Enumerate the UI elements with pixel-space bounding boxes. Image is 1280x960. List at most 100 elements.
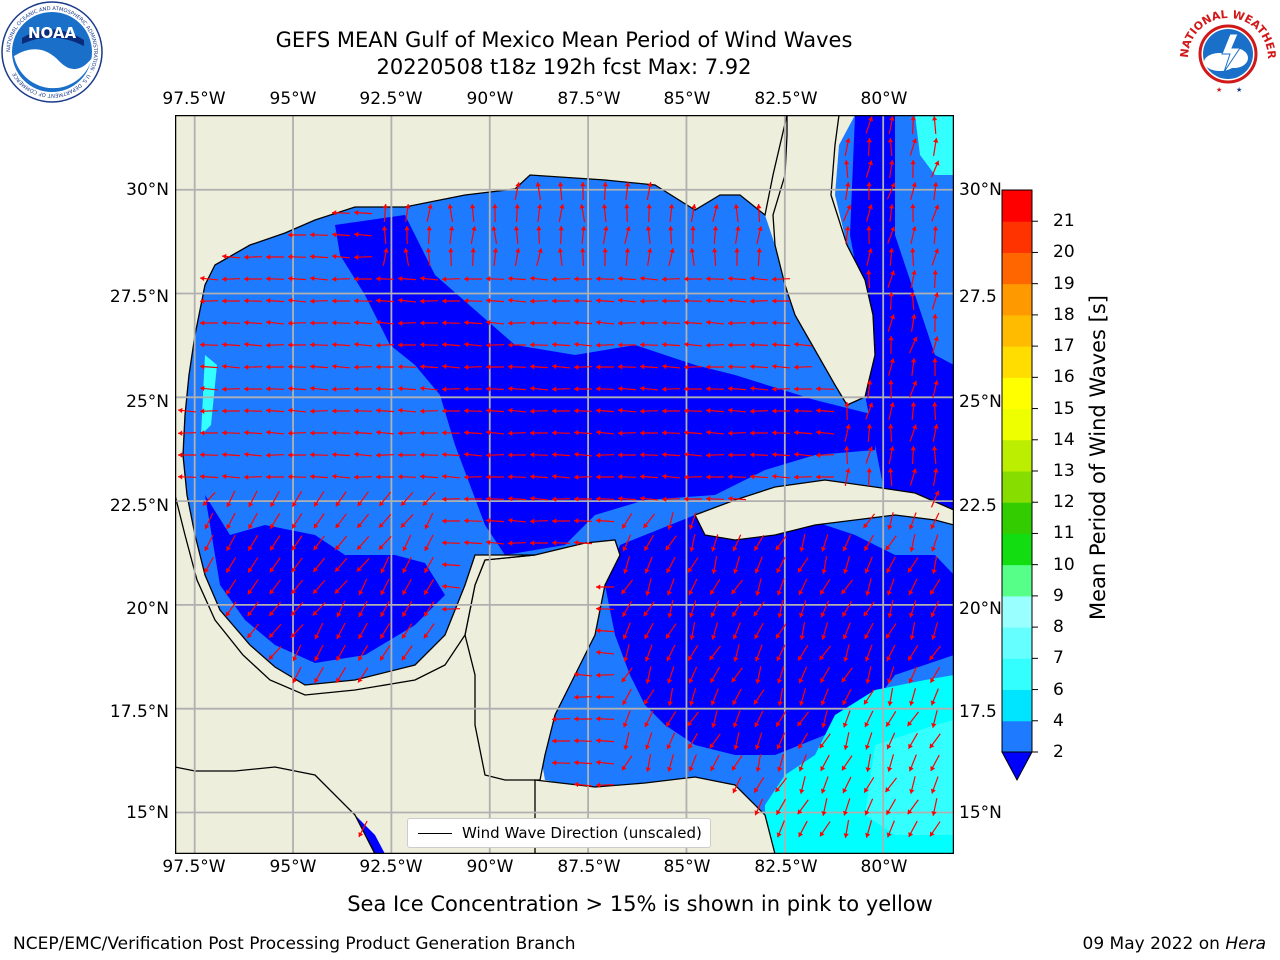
wave-arrow-head (515, 182, 521, 187)
wave-arrow-head (574, 781, 579, 788)
wave-arrow-head (178, 430, 183, 436)
wave-arrow-head (820, 546, 827, 552)
wave-arrow-head (486, 407, 491, 414)
wave-arrow-head (910, 402, 917, 407)
wave-arrow-head (202, 500, 208, 506)
wave-arrow-head (816, 452, 821, 458)
wave-arrow-head (933, 138, 939, 143)
wave-arrow-head (709, 743, 715, 749)
wave-arrow-head (931, 722, 937, 728)
wave-arrow-head (508, 452, 513, 458)
wave-arrow-head (574, 694, 579, 700)
wave-arrow-head (222, 253, 227, 260)
wave-arrow-head (222, 451, 227, 458)
wave-arrow-head (402, 589, 408, 595)
wave-arrow-head (909, 547, 915, 552)
wave-arrow-head (269, 611, 275, 616)
wave-arrow-head (464, 496, 469, 502)
wave-arrow-head (666, 744, 672, 750)
wave-arrow-head (798, 831, 804, 837)
wave-arrow-head (486, 452, 491, 458)
wave-arrow-head (662, 473, 667, 480)
wave-arrow-head (513, 226, 520, 231)
wave-arrow-head (530, 430, 535, 436)
wave-arrow-head (706, 342, 711, 348)
wave-arrow-head (312, 610, 318, 616)
wave-arrow-head (557, 182, 564, 187)
wave-arrow-head (178, 407, 183, 414)
wave-arrow-head (266, 364, 271, 370)
wave-arrow-head (292, 656, 298, 662)
wave-arrow-head (684, 429, 689, 436)
wave-arrow-head (269, 567, 275, 573)
colorbar-tickmarks (1032, 220, 1038, 753)
wave-arrow-head (772, 363, 777, 370)
wave-arrow-head (930, 765, 936, 771)
wave-arrow-head (799, 547, 805, 552)
wave-arrow-head (887, 524, 893, 530)
wave-arrow-head (291, 567, 297, 573)
wave-arrow-head (288, 320, 293, 326)
wave-arrow-head (596, 517, 601, 524)
wave-arrow-head (580, 226, 587, 231)
wave-arrow-head (222, 386, 227, 392)
wave-arrow-head (709, 655, 715, 661)
wave-arrow-head (888, 380, 894, 385)
wave-arrow-head (492, 204, 498, 209)
wave-arrow-head (888, 204, 895, 209)
wave-arrow-head (332, 320, 337, 326)
wave-arrow-head (887, 138, 894, 143)
lon-label-bottom: 82.5°W (754, 857, 818, 877)
wave-arrow-head (644, 568, 650, 574)
wave-arrow-head (310, 430, 315, 436)
wave-arrow-head (420, 408, 425, 414)
colorbar-tick-label: 20 (1053, 242, 1075, 263)
wave-arrow-head (464, 276, 469, 282)
wave-arrow-head (933, 380, 939, 385)
wave-arrow-head (710, 700, 716, 706)
lat-label-right: 30°N (959, 180, 1002, 200)
wave-arrow-head (288, 474, 293, 480)
wave-arrow-head (574, 716, 579, 722)
wave-arrow-head (336, 655, 342, 661)
wave-arrow-head (226, 502, 232, 508)
lat-label-right: 25°N (959, 392, 1002, 412)
wave-arrow-head (442, 473, 447, 480)
wave-arrow-head (426, 226, 432, 231)
wave-arrow-head (863, 699, 869, 705)
wave-arrow-head (888, 248, 895, 253)
wave-arrow-head (733, 745, 739, 750)
wave-arrow-head (310, 298, 315, 304)
wave-arrow-head (889, 160, 895, 165)
wave-arrow-head (442, 341, 447, 348)
wave-arrow-head (728, 430, 733, 436)
wave-arrow-head (662, 363, 667, 370)
wave-arrow-head (448, 226, 455, 231)
wave-arrow-head (442, 320, 447, 326)
wave-arrow-head (442, 518, 447, 524)
wave-arrow-head (427, 204, 433, 209)
wave-arrow-head (908, 743, 913, 749)
wave-arrow-head (640, 342, 645, 348)
wave-arrow-head (933, 292, 939, 298)
wave-arrow-head (728, 320, 733, 326)
wave-arrow-head (932, 314, 938, 319)
wave-arrow-head (200, 298, 205, 304)
wave-arrow-head (292, 501, 297, 507)
wave-arrow-head (552, 496, 557, 502)
wave-arrow-head (618, 452, 623, 458)
wave-arrow-head (552, 276, 557, 282)
wave-arrow-head (843, 656, 849, 662)
wave-arrow-head (200, 473, 205, 480)
wave-arrow-head (688, 678, 694, 684)
wave-arrow-head (596, 782, 601, 788)
wave-arrow-head (621, 765, 627, 771)
wave-arrow-head (420, 298, 425, 304)
wave-arrow-head (244, 364, 249, 370)
wave-arrow-head (530, 342, 535, 348)
wave-arrow-head (226, 567, 231, 573)
wave-arrow-head (574, 319, 579, 326)
wave-arrow-head (912, 424, 918, 430)
wave-arrow-head (930, 524, 936, 530)
wave-arrow-head (734, 248, 740, 253)
